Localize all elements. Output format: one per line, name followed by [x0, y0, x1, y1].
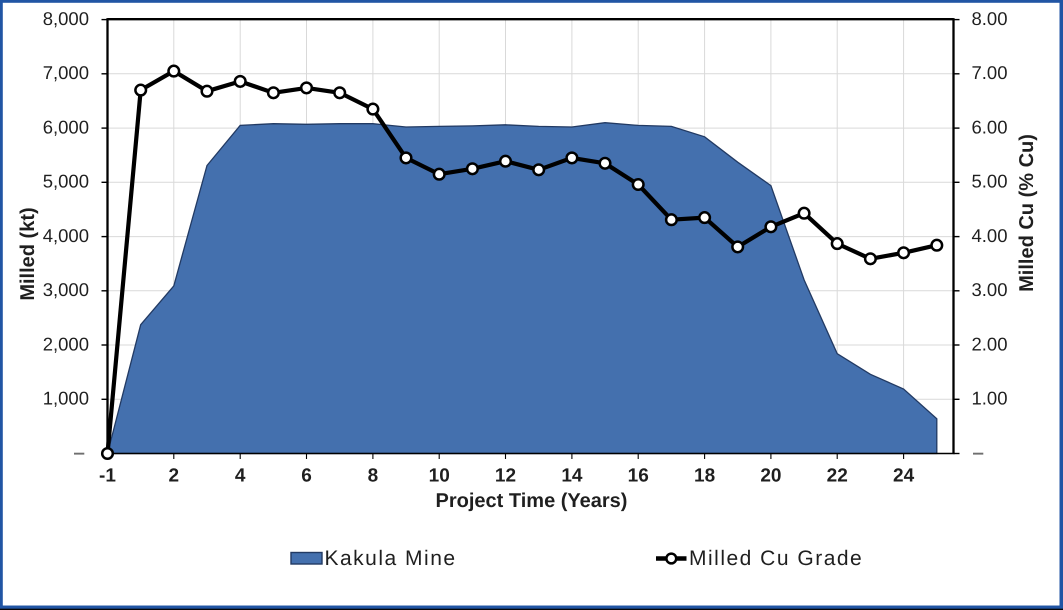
svg-text:2,000: 2,000 — [43, 333, 89, 354]
svg-text:8,000: 8,000 — [43, 8, 89, 29]
svg-text:1,000: 1,000 — [43, 388, 89, 409]
svg-text:4: 4 — [235, 466, 246, 487]
svg-text:14: 14 — [561, 466, 583, 487]
svg-text:Project Time (Years): Project Time (Years) — [436, 490, 628, 512]
svg-text:18: 18 — [694, 466, 715, 487]
svg-text:6,000: 6,000 — [43, 116, 89, 137]
svg-text:2.00: 2.00 — [972, 333, 1008, 354]
svg-text:3.00: 3.00 — [972, 279, 1008, 300]
svg-text:7.00: 7.00 — [972, 62, 1008, 83]
svg-text:4.00: 4.00 — [972, 225, 1008, 246]
svg-text:7,000: 7,000 — [43, 62, 89, 83]
svg-text:24: 24 — [893, 466, 915, 487]
svg-text:6.00: 6.00 — [972, 116, 1008, 137]
svg-text:20: 20 — [760, 466, 781, 487]
svg-text:Milled Cu (% Cu): Milled Cu (% Cu) — [1016, 134, 1038, 292]
svg-text:Milled Cu Grade: Milled Cu Grade — [689, 547, 863, 570]
svg-text:22: 22 — [827, 466, 848, 487]
svg-text:Kakula Mine: Kakula Mine — [325, 547, 457, 570]
svg-text:1.00: 1.00 — [972, 388, 1008, 409]
svg-text:3,000: 3,000 — [43, 279, 89, 300]
svg-text:-1: -1 — [99, 466, 116, 487]
svg-text:8: 8 — [368, 466, 379, 487]
svg-text:5,000: 5,000 — [43, 171, 89, 192]
svg-text:10: 10 — [429, 466, 450, 487]
svg-text:2: 2 — [169, 466, 180, 487]
svg-text:8.00: 8.00 — [972, 8, 1008, 29]
svg-text:5.00: 5.00 — [972, 171, 1008, 192]
svg-text:16: 16 — [628, 466, 649, 487]
svg-text:6: 6 — [301, 466, 312, 487]
svg-text:Milled (kt): Milled (kt) — [17, 207, 39, 300]
svg-text:4,000: 4,000 — [43, 225, 89, 246]
svg-text:12: 12 — [495, 466, 516, 487]
